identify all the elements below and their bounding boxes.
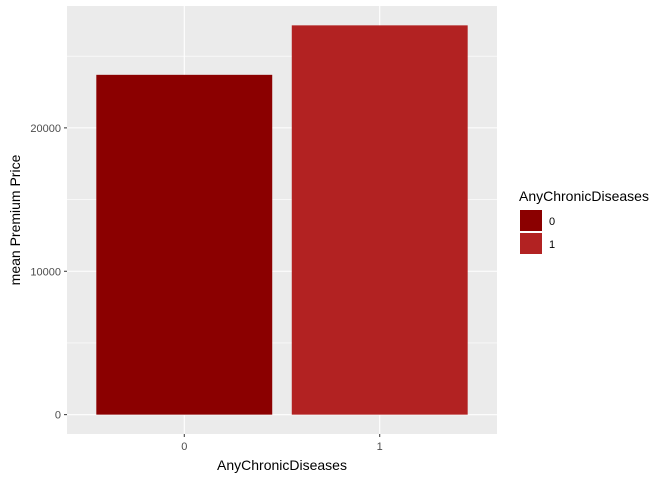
y-tick-label: 10000 <box>30 266 61 278</box>
bars <box>96 25 468 415</box>
legend-title: AnyChronicDiseases <box>519 188 649 204</box>
y-tick-label: 20000 <box>30 123 61 135</box>
x-axis-title: AnyChronicDiseases <box>217 457 347 473</box>
legend: AnyChronicDiseases 01 <box>519 188 649 254</box>
x-tick-label: 0 <box>181 441 187 453</box>
y-axis: 0 10000 20000 <box>30 123 67 422</box>
y-axis-title: mean Premium Price <box>7 154 23 285</box>
legend-items: 01 <box>520 210 555 254</box>
legend-label-1: 1 <box>549 239 555 251</box>
bar-0 <box>96 74 273 415</box>
x-tick-label: 1 <box>377 441 383 453</box>
legend-key-0 <box>520 210 542 231</box>
bar-1 <box>291 25 468 415</box>
y-tick-label: 0 <box>55 410 61 422</box>
legend-label-0: 0 <box>549 216 555 228</box>
legend-key-1 <box>520 233 542 254</box>
